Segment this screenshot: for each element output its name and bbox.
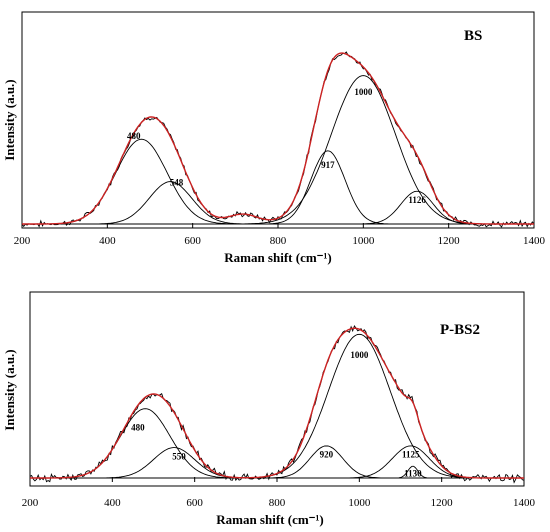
plot-frame: [21, 11, 535, 229]
component-peak-917: [22, 150, 534, 225]
y-axis-title: Intensity (a.u.): [2, 79, 17, 160]
component-peak-1130: [30, 465, 524, 479]
component-peak-1000: [30, 333, 524, 479]
x-tick-label: 1200: [431, 497, 454, 509]
y-axis-title: Intensity (a.u.): [2, 349, 17, 430]
x-tick-label: 200: [14, 235, 31, 247]
peak-label-1125: 1125: [402, 450, 420, 460]
peak-label-1126: 1126: [408, 195, 426, 205]
fitted-spectrum: [30, 327, 524, 479]
x-axis-title: Raman shift (cm⁻¹): [224, 250, 332, 265]
peak-label-480: 480: [131, 423, 145, 433]
peak-labels: 480 548 917 1000 1126: [127, 87, 426, 205]
measured-spectrum: [21, 51, 535, 228]
x-tick-label: 400: [104, 497, 121, 509]
peak-label-548: 548: [170, 177, 184, 187]
component-peak-480: [30, 408, 524, 479]
peak-label-1000: 1000: [354, 87, 373, 97]
x-axis-title: Raman shift (cm⁻¹): [216, 512, 324, 527]
x-ticks: 200 400 600 800 1000 1200 1400: [14, 223, 546, 247]
peak-label-1000: 1000: [350, 350, 369, 360]
x-ticks: 200 400 600 800 1000 1200 1400: [22, 477, 536, 509]
peak-label-1130: 1130: [404, 468, 422, 478]
x-tick-label: 600: [186, 497, 203, 509]
peak-label-480: 480: [127, 131, 141, 141]
panel-p-bs2: P-BS2 Intensity (a.u.) Raman shift (cm⁻¹…: [2, 291, 536, 527]
x-tick-label: 1000: [352, 235, 375, 247]
curves: [21, 51, 535, 228]
measured-spectrum: [29, 324, 525, 484]
peak-labels: 480 550 920 1000 1125 1130: [131, 350, 422, 478]
x-tick-label: 800: [269, 497, 286, 509]
component-peak-1126: [22, 190, 534, 225]
fitted-spectrum: [22, 52, 534, 225]
curves: [29, 324, 525, 484]
plot-frame: [29, 291, 525, 487]
peak-label-920: 920: [320, 450, 334, 460]
x-tick-label: 1400: [513, 497, 536, 509]
component-peak-480: [22, 138, 534, 225]
peak-label-550: 550: [172, 451, 186, 461]
x-tick-label: 400: [99, 235, 116, 247]
x-tick-label: 200: [22, 497, 39, 509]
panel-title: BS: [464, 28, 482, 44]
x-tick-label: 1400: [523, 235, 546, 247]
x-tick-label: 1000: [348, 497, 371, 509]
peak-label-917: 917: [321, 160, 335, 170]
x-tick-label: 1200: [438, 235, 461, 247]
x-tick-label: 800: [270, 235, 287, 247]
x-tick-label: 600: [184, 235, 201, 247]
panel-bs: BS Intensity (a.u.) Raman shift (cm⁻¹) 2…: [2, 11, 546, 265]
panel-title: P-BS2: [440, 322, 480, 338]
